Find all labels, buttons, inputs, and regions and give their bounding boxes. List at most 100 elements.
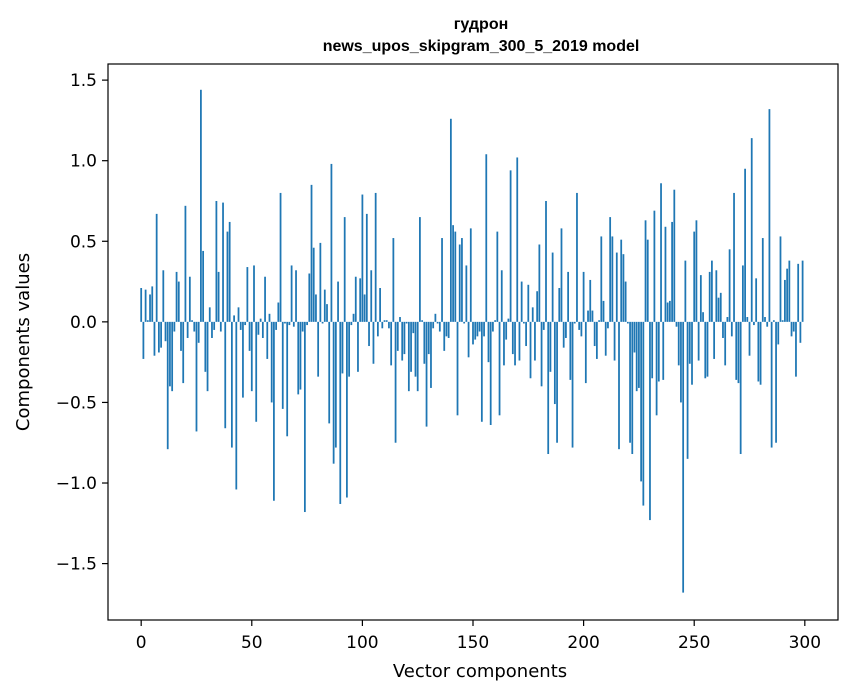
bar — [465, 265, 468, 322]
bar — [244, 321, 247, 326]
bar — [215, 200, 218, 322]
bar — [334, 321, 337, 448]
bar — [560, 228, 563, 322]
bar — [253, 265, 255, 322]
bar — [410, 321, 412, 372]
bar — [615, 252, 618, 322]
bar — [416, 321, 419, 392]
bar — [733, 192, 735, 322]
bar — [675, 321, 678, 327]
bar — [235, 321, 238, 490]
bar — [352, 313, 355, 322]
bar — [441, 238, 443, 322]
bar — [595, 321, 598, 359]
bar — [660, 183, 662, 322]
bar — [315, 294, 317, 322]
bar — [153, 321, 156, 356]
bars-group — [140, 89, 804, 593]
bar — [593, 321, 596, 347]
bar — [427, 321, 430, 355]
bar — [509, 170, 512, 322]
bar — [392, 238, 395, 322]
bar — [580, 321, 583, 337]
bar — [357, 321, 359, 372]
bar — [326, 304, 328, 322]
bar — [728, 249, 731, 322]
bar — [719, 292, 722, 322]
y-tick-label: 0.0 — [70, 313, 97, 333]
bar — [308, 273, 311, 322]
bar — [704, 321, 707, 379]
bar — [264, 276, 266, 322]
bar — [649, 321, 651, 521]
bar — [640, 321, 643, 482]
bar — [753, 321, 755, 326]
bar — [317, 321, 320, 377]
bar — [746, 317, 749, 322]
bar — [186, 321, 189, 338]
bar — [724, 321, 727, 366]
bar — [266, 321, 269, 359]
bar — [173, 321, 176, 332]
y-tick-label: 0.5 — [70, 232, 97, 252]
y-tick-label: 1.5 — [70, 71, 97, 91]
bar — [142, 321, 145, 359]
bar — [248, 321, 251, 351]
bar — [777, 321, 780, 345]
bar — [292, 321, 295, 327]
bar — [306, 321, 308, 326]
bar — [365, 213, 368, 322]
bar — [664, 226, 667, 322]
bar — [662, 321, 665, 380]
bar — [312, 247, 315, 322]
bar — [489, 321, 492, 425]
bar — [598, 320, 600, 322]
bar — [166, 321, 169, 450]
bar — [633, 321, 636, 353]
bar — [511, 321, 514, 355]
bar — [175, 271, 178, 322]
bar — [242, 321, 244, 398]
bar — [755, 278, 758, 322]
bar — [680, 321, 682, 403]
bar — [711, 260, 713, 322]
bar — [613, 321, 616, 361]
bar — [591, 310, 594, 322]
bar — [350, 321, 353, 326]
bar — [562, 321, 565, 348]
bar — [279, 192, 282, 322]
bar — [456, 321, 459, 416]
bar — [545, 200, 547, 322]
bar — [224, 321, 227, 429]
bar — [722, 321, 724, 338]
bar — [646, 239, 649, 322]
bar — [463, 321, 466, 324]
y-tick-label: 1.0 — [70, 152, 97, 172]
bar — [547, 321, 550, 455]
bar — [797, 263, 800, 322]
bar — [587, 310, 589, 322]
bar — [419, 217, 421, 322]
bar — [792, 321, 795, 332]
bar — [233, 315, 235, 322]
bar — [230, 321, 233, 448]
bar — [155, 213, 158, 322]
bar — [673, 189, 676, 322]
bar — [642, 321, 645, 506]
bar — [536, 291, 539, 322]
bar — [443, 321, 446, 351]
bar — [432, 321, 435, 329]
bar — [775, 321, 777, 443]
bar — [376, 321, 379, 337]
bar — [578, 321, 581, 330]
bar — [576, 192, 578, 322]
bar — [452, 225, 454, 322]
bar — [799, 321, 802, 343]
bar — [527, 284, 530, 322]
bar — [273, 321, 275, 501]
bar — [202, 250, 205, 322]
bar — [779, 236, 782, 322]
bar — [529, 321, 532, 379]
bar — [407, 321, 410, 392]
